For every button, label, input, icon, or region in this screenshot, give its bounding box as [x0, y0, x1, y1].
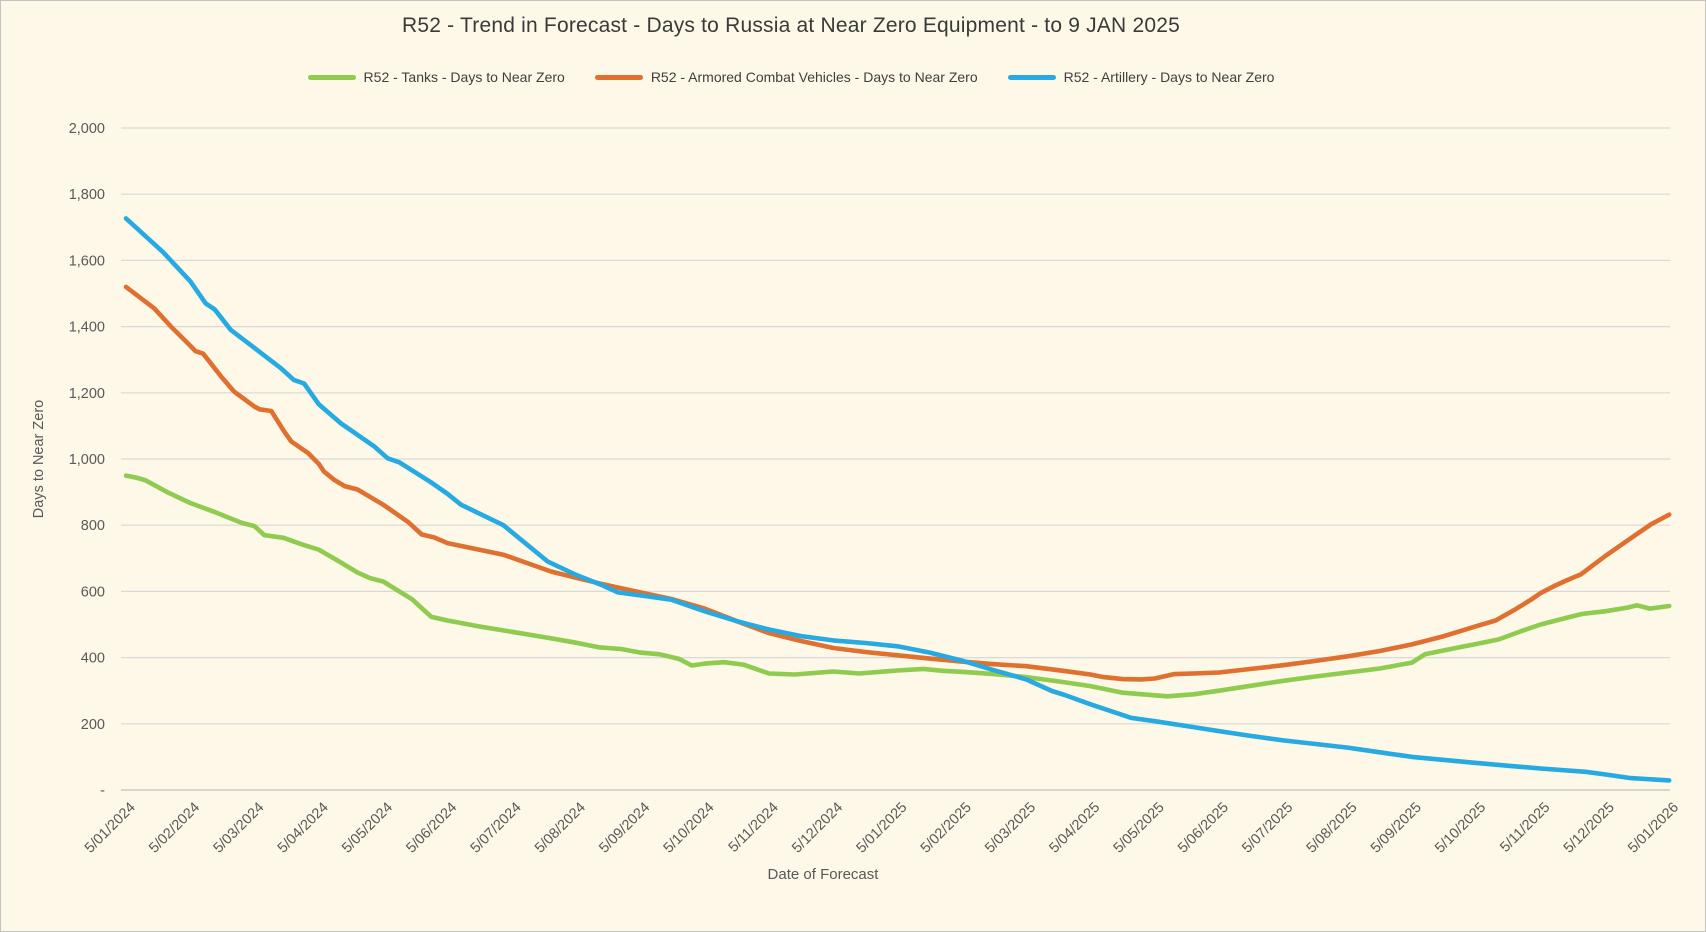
x-tick-label: 5/09/2025 [1368, 800, 1425, 857]
y-tick-label: 1,200 [69, 386, 105, 402]
x-tick-label: 5/07/2024 [468, 800, 525, 857]
artillery-line-swatch-icon [1007, 74, 1056, 80]
x-tick-label: 5/01/2026 [1625, 800, 1682, 857]
legend-label-acv: R52 - Armored Combat Vehicles - Days to … [650, 69, 978, 85]
x-tick-label: 5/02/2024 [146, 800, 203, 857]
x-tick-label: 5/07/2025 [1239, 800, 1296, 857]
y-tick-label: 600 [81, 584, 105, 600]
x-tick-label: 5/08/2024 [532, 800, 589, 857]
y-tick-label: 400 [81, 651, 105, 667]
legend-item-artillery: R52 - Artillery - Days to Near Zero [1007, 69, 1275, 85]
y-tick-label: 1,000 [69, 452, 105, 468]
legend-item-tanks: R52 - Tanks - Days to Near Zero [307, 69, 565, 85]
x-tick-label: 5/04/2025 [1046, 800, 1103, 857]
x-tick-label: 5/12/2025 [1561, 800, 1618, 857]
series-line-r52-artillery-days-to-near-zero [123, 216, 1672, 783]
y-tick-label: 2,000 [69, 121, 105, 137]
legend-label-tanks: R52 - Tanks - Days to Near Zero [363, 69, 565, 85]
x-tick-label: 5/03/2025 [982, 800, 1039, 857]
series-line-r52-tanks-days-to-near-zero [123, 473, 1672, 699]
chart-title: R52 - Trend in Forecast - Days to Russia… [402, 14, 1180, 37]
x-tick-label: 5/04/2024 [275, 800, 332, 857]
x-tick-label: 5/11/2025 [1497, 800, 1553, 856]
y-tick-label: - [100, 783, 105, 799]
legend-item-acv: R52 - Armored Combat Vehicles - Days to … [594, 69, 978, 85]
acv-line-swatch-icon [594, 74, 643, 80]
x-tick-label: 5/10/2025 [1432, 800, 1489, 857]
chart-legend: R52 - Tanks - Days to Near Zero R52 - Ar… [1, 69, 1581, 85]
x-tick-label: 5/05/2024 [339, 800, 396, 857]
series-line-r52-armored-combat-vehicles-days-to-near-zero [123, 284, 1672, 682]
x-tick-label: 5/01/2024 [82, 800, 139, 857]
y-tick-label: 1,600 [69, 253, 105, 269]
x-tick-label: 5/02/2025 [918, 800, 975, 857]
y-axis-title: Days to Near Zero [31, 400, 47, 518]
y-tick-label: 200 [81, 717, 105, 733]
x-tick-label: 5/03/2024 [210, 800, 267, 857]
x-tick-label: 5/01/2025 [853, 800, 910, 857]
x-tick-label: 5/09/2024 [596, 800, 653, 857]
tanks-line-swatch-icon [307, 74, 356, 80]
x-tick-label: 5/10/2024 [661, 800, 718, 857]
x-tick-label: 5/06/2025 [1175, 800, 1232, 857]
x-tick-label: 5/05/2025 [1111, 800, 1168, 857]
x-axis-title: Date of Forecast [768, 866, 880, 883]
x-tick-label: 5/08/2025 [1304, 800, 1361, 857]
legend-label-artillery: R52 - Artillery - Days to Near Zero [1063, 69, 1275, 85]
y-tick-label: 1,400 [69, 320, 105, 336]
x-tick-label: 5/12/2024 [789, 800, 846, 857]
x-tick-label: 5/11/2024 [726, 800, 782, 856]
y-tick-label: 800 [81, 518, 105, 534]
x-tick-label: 5/06/2024 [403, 800, 460, 857]
y-tick-label: 1,800 [69, 187, 105, 203]
